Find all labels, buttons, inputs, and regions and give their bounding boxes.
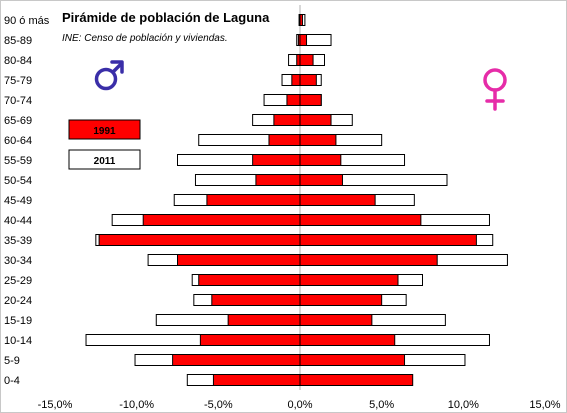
bar-1991-female-15-19 <box>299 314 373 326</box>
bar-1991-male-40-44 <box>142 214 301 226</box>
y-tick-label: 15-19 <box>4 315 32 327</box>
bar-1991-male-20-24 <box>211 294 301 306</box>
legend-label-1991: 1991 <box>93 126 116 137</box>
legend-swatch-1991 <box>68 119 141 140</box>
male-symbol-icon <box>94 60 124 91</box>
y-tick-label: 50-54 <box>4 175 32 187</box>
bar-1991-female-55-59 <box>299 154 342 166</box>
bar-1991-female-70-74 <box>299 94 322 106</box>
female-symbol-icon <box>483 68 507 111</box>
bar-1991-male-55-59 <box>252 154 301 166</box>
bar-1991-female-50-54 <box>299 174 343 186</box>
bar-1991-male-30-34 <box>177 254 301 266</box>
x-tick-label: 15,0% <box>529 399 560 411</box>
bar-1991-female-40-44 <box>299 214 422 226</box>
bar-1991-female-10-14 <box>299 334 396 346</box>
bar-1991-male-75-79 <box>291 74 301 86</box>
y-tick-label: 85-89 <box>4 35 32 47</box>
bar-1991-female-30-34 <box>299 254 438 266</box>
bar-1991-female-65-69 <box>299 114 332 126</box>
bar-1991-female-85-89 <box>299 34 308 46</box>
chart-subtitle: INE: Censo de población y viviendas. <box>62 33 228 44</box>
y-tick-label: 90 ó más <box>4 15 50 27</box>
x-tick-label: -15,0% <box>38 399 73 411</box>
y-tick-label: 30-34 <box>4 255 32 267</box>
y-tick-label: 20-24 <box>4 295 32 307</box>
bar-1991-male-15-19 <box>227 314 301 326</box>
legend-label-2011: 2011 <box>94 156 116 167</box>
y-tick-label: 70-74 <box>4 95 32 107</box>
bar-1991-female-75-79 <box>299 74 317 86</box>
bar-1991-female-5-9 <box>299 354 406 366</box>
bar-1991-female-60-64 <box>299 134 337 146</box>
bar-1991-female-90-ó-más <box>299 14 303 26</box>
y-tick-label: 75-79 <box>4 75 32 87</box>
legend-swatch-2011 <box>68 149 141 170</box>
legend: 1991 2011 <box>68 119 141 170</box>
chart-title: Pirámide de población de Laguna <box>62 10 270 25</box>
x-axis-labels: -15,0% -10,0% -5,0% 0,0% 5,0% 10,0% 15,0% <box>38 399 561 411</box>
y-tick-label: 60-64 <box>4 135 32 147</box>
bar-1991-female-0-4 <box>299 374 414 386</box>
y-axis-labels: 0-4 5-9 10-14 15-19 20-24 25-29 30-34 35-39 40-4… <box>4 15 50 387</box>
y-tick-label: 45-49 <box>4 195 32 207</box>
bar-1991-female-80-84 <box>299 54 314 66</box>
bars-layer <box>85 14 508 386</box>
bar-1991-male-25-29 <box>198 274 301 286</box>
bar-1991-female-45-49 <box>299 194 376 206</box>
bar-1991-male-45-49 <box>206 194 301 206</box>
y-tick-label: 25-29 <box>4 275 32 287</box>
y-tick-label: 55-59 <box>4 155 32 167</box>
y-tick-label: 10-14 <box>4 335 32 347</box>
bar-1991-male-70-74 <box>286 94 301 106</box>
bar-1991-male-65-69 <box>273 114 301 126</box>
y-tick-label: 35-39 <box>4 235 32 247</box>
y-tick-label: 40-44 <box>4 215 32 227</box>
x-tick-label: 5,0% <box>369 399 394 411</box>
x-tick-label: 10,0% <box>448 399 479 411</box>
bar-1991-female-35-39 <box>299 234 477 246</box>
x-tick-label: -10,0% <box>119 399 154 411</box>
bar-1991-male-60-64 <box>268 134 301 146</box>
bar-1991-male-10-14 <box>199 334 301 346</box>
bar-1991-male-5-9 <box>172 354 301 366</box>
y-tick-label: 65-69 <box>4 115 32 127</box>
bar-1991-male-0-4 <box>212 374 301 386</box>
y-tick-label: 80-84 <box>4 55 32 67</box>
x-tick-label: -5,0% <box>204 399 233 411</box>
y-tick-label: 5-9 <box>4 355 20 367</box>
bar-1991-male-35-39 <box>98 234 301 246</box>
bar-1991-male-50-54 <box>255 174 301 186</box>
x-tick-label: 0,0% <box>287 399 312 411</box>
bar-1991-female-20-24 <box>299 294 383 306</box>
y-tick-label: 0-4 <box>4 375 20 387</box>
bar-1991-female-25-29 <box>299 274 399 286</box>
